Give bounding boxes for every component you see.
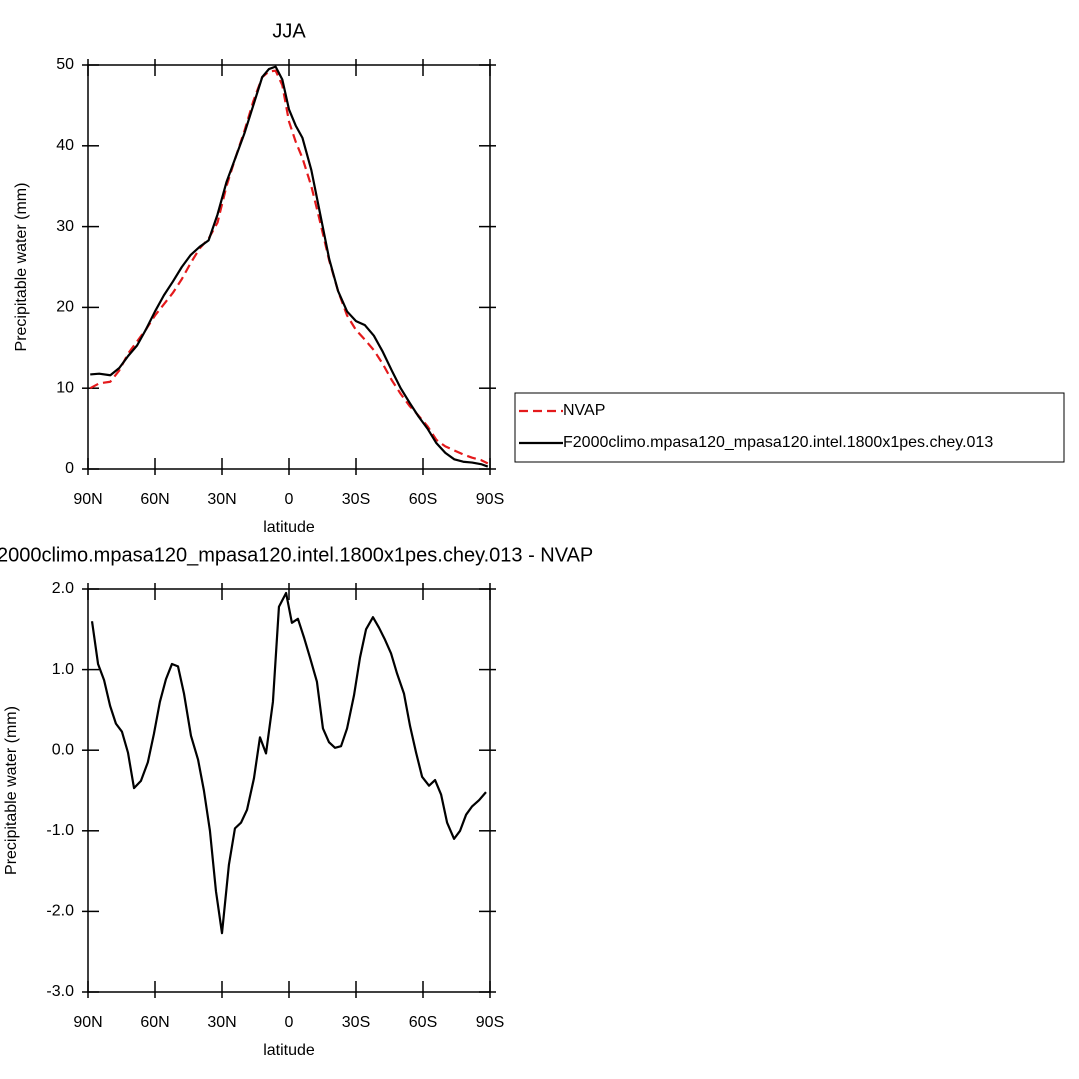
x-tick-label: 90N — [73, 1014, 102, 1031]
y-tick-label: 0 — [65, 460, 74, 477]
y-tick-label: 30 — [56, 218, 74, 235]
legend-label: F2000climo.mpasa120_mpasa120.intel.1800x… — [563, 434, 993, 451]
x-tick-label: 30N — [207, 1014, 236, 1031]
x-tick-label: 0 — [285, 1014, 294, 1031]
y-tick-label: 1.0 — [52, 661, 74, 678]
x-tick-label: 60S — [409, 491, 437, 508]
y-tick-label: 0.0 — [52, 741, 74, 758]
x-tick-label: 30S — [342, 491, 370, 508]
y-axis-label: Precipitable water (mm) — [13, 183, 30, 352]
x-tick-label: 60N — [140, 491, 169, 508]
y-tick-label: 50 — [56, 56, 74, 73]
y-tick-label: -3.0 — [46, 983, 74, 1000]
x-tick-label: 0 — [285, 491, 294, 508]
y-tick-label: 2.0 — [52, 580, 74, 597]
x-axis-label: latitude — [263, 519, 315, 536]
x-tick-label: 30N — [207, 491, 236, 508]
x-tick-label: 60N — [140, 1014, 169, 1031]
x-tick-label: 30S — [342, 1014, 370, 1031]
legend-box — [514, 392, 1065, 463]
y-tick-label: 40 — [56, 137, 74, 154]
chart-title: F2000climo.mpasa120_mpasa120.intel.1800x… — [0, 544, 593, 566]
chart-title: JJA — [272, 20, 306, 42]
x-tick-label: 90S — [476, 1014, 504, 1031]
series-line — [90, 65, 489, 468]
y-tick-label: -1.0 — [46, 822, 74, 839]
plot-frame — [87, 64, 491, 470]
x-tick-label: 90N — [73, 491, 102, 508]
x-tick-label: 90S — [476, 491, 504, 508]
series-line — [89, 69, 489, 465]
y-axis-label: Precipitable water (mm) — [3, 706, 20, 875]
x-axis-label: latitude — [263, 1042, 315, 1059]
plot-frame — [87, 588, 491, 993]
y-tick-label: 20 — [56, 299, 74, 316]
y-tick-label: -2.0 — [46, 903, 74, 920]
y-tick-label: 10 — [56, 379, 74, 396]
series-line — [90, 591, 487, 935]
x-tick-label: 60S — [409, 1014, 437, 1031]
legend-label: NVAP — [563, 402, 605, 419]
